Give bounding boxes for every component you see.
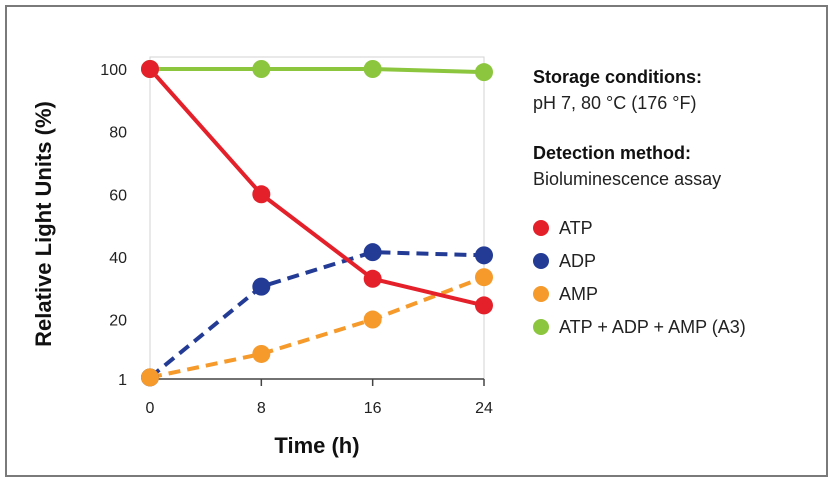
data-point-atp-adp-amp-a3 xyxy=(252,60,271,78)
legend-item-amp: AMP xyxy=(533,282,598,306)
data-point-atp xyxy=(252,185,271,204)
detection-method-heading: Detection method: xyxy=(533,143,692,163)
data-point-adp xyxy=(475,246,493,265)
data-point-amp xyxy=(475,268,493,287)
data-point-atp-adp-amp-a3 xyxy=(475,63,493,82)
data-point-adp xyxy=(363,243,382,262)
legend-label-atp: ATP xyxy=(559,217,593,238)
legend-marker-atp xyxy=(533,220,549,236)
x-axis-title: Time (h) xyxy=(274,433,359,458)
data-point-atp-adp-amp-a3 xyxy=(363,60,382,78)
data-point-amp xyxy=(141,368,159,387)
y-tick-label: 20 xyxy=(109,313,127,330)
detection-method-value: Bioluminescence assay xyxy=(533,169,722,189)
x-tick-label: 16 xyxy=(364,400,382,417)
series-line-atp-adp-amp-a3 xyxy=(150,67,485,75)
legend-label-adp: ADP xyxy=(559,250,597,271)
legend-marker-a3 xyxy=(533,319,549,335)
legend-marker-adp xyxy=(533,253,549,269)
y-tick-label: 100 xyxy=(100,62,127,79)
series-line-adp xyxy=(148,250,485,379)
legend-marker-amp xyxy=(533,286,549,302)
x-tick-label: 24 xyxy=(475,400,493,417)
data-point-atp xyxy=(141,60,159,78)
y-axis-title: Relative Light Units (%) xyxy=(31,101,56,347)
storage-conditions-value: pH 7, 80 °C (176 °F) xyxy=(533,93,697,113)
y-tick-label: 80 xyxy=(109,125,127,142)
y-tick-label: 60 xyxy=(109,187,127,204)
x-tick-label: 0 xyxy=(146,400,155,417)
series-line-atp xyxy=(148,67,485,308)
series-line-amp xyxy=(149,275,485,380)
figure-frame xyxy=(5,5,828,477)
storage-conditions-heading: Storage conditions: xyxy=(533,67,703,87)
y-tick-label: 40 xyxy=(109,250,127,267)
data-point-atp xyxy=(475,296,493,315)
data-point-amp xyxy=(252,344,271,363)
legend-item-a3: ATP + ADP + AMP (A3) xyxy=(533,315,746,339)
legend-item-atp: ATP xyxy=(533,216,593,240)
legend-label-a3: ATP + ADP + AMP (A3) xyxy=(559,316,746,337)
data-point-amp xyxy=(363,310,382,329)
plot-area xyxy=(149,56,485,380)
legend-label-amp: AMP xyxy=(559,283,599,304)
y-tick-label: 1 xyxy=(118,372,127,389)
legend-item-adp: ADP xyxy=(533,249,596,273)
data-point-atp xyxy=(363,269,382,288)
data-point-adp xyxy=(252,277,271,296)
x-tick-label: 8 xyxy=(257,400,266,417)
